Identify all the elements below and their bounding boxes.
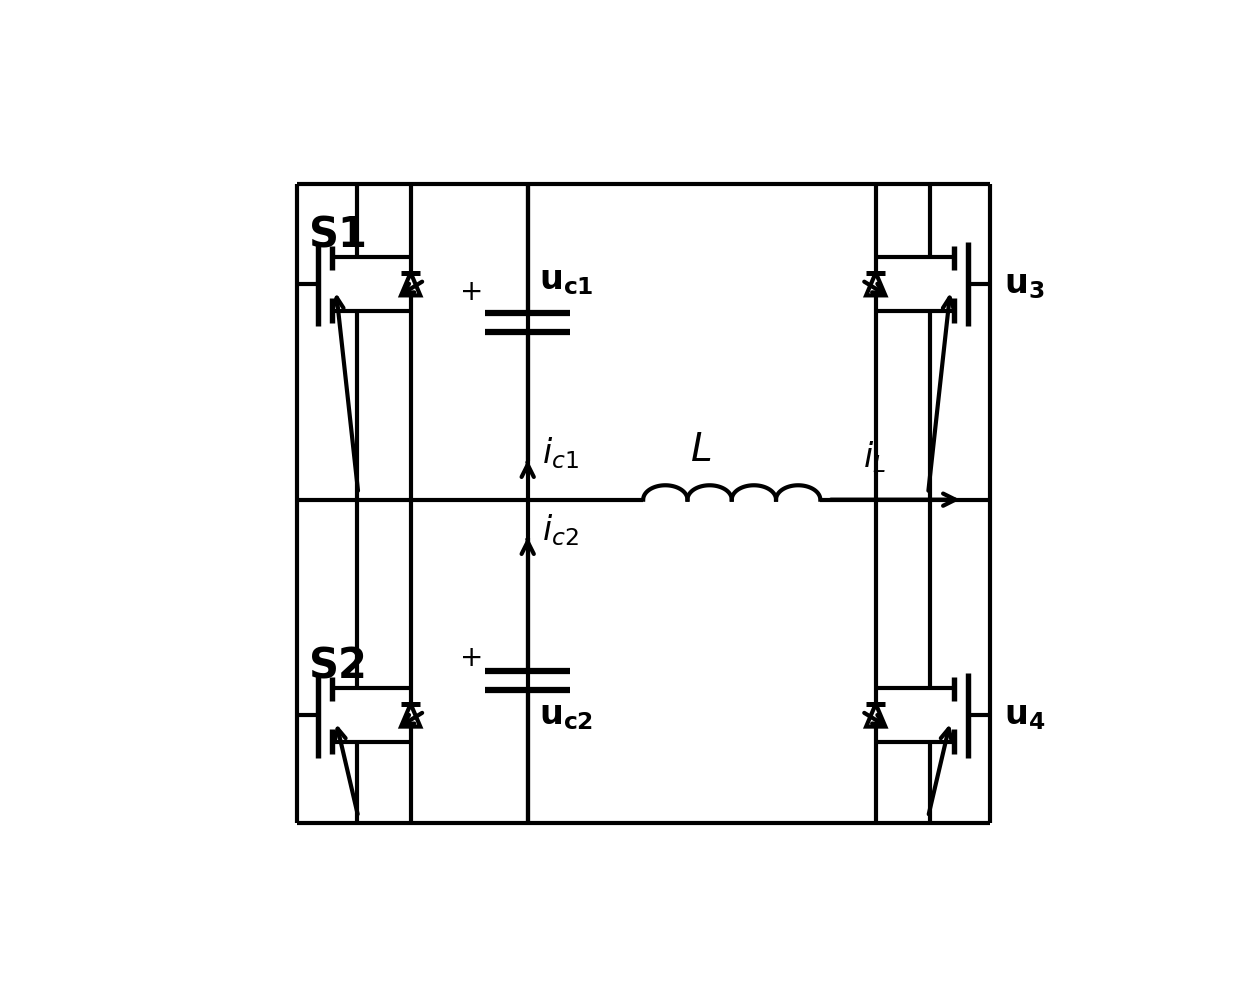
- Text: $i_{c2}$: $i_{c2}$: [542, 513, 578, 549]
- Text: $\mathbf{u_4}$: $\mathbf{u_4}$: [1003, 699, 1045, 732]
- Text: $+$: $+$: [459, 277, 481, 306]
- Text: $+$: $+$: [459, 643, 481, 672]
- Text: $L$: $L$: [691, 430, 712, 468]
- Text: $\mathbf{u_{c2}}$: $\mathbf{u_{c2}}$: [539, 699, 594, 732]
- Text: $i_{c1}$: $i_{c1}$: [542, 435, 578, 471]
- Text: $i_L$: $i_L$: [863, 439, 885, 475]
- Text: $\mathbf{S1}$: $\mathbf{S1}$: [309, 213, 366, 255]
- Text: $\mathbf{u_{c1}}$: $\mathbf{u_{c1}}$: [539, 263, 594, 297]
- Text: $\mathbf{u_3}$: $\mathbf{u_3}$: [1003, 267, 1044, 300]
- Text: $\mathbf{S2}$: $\mathbf{S2}$: [309, 644, 366, 686]
